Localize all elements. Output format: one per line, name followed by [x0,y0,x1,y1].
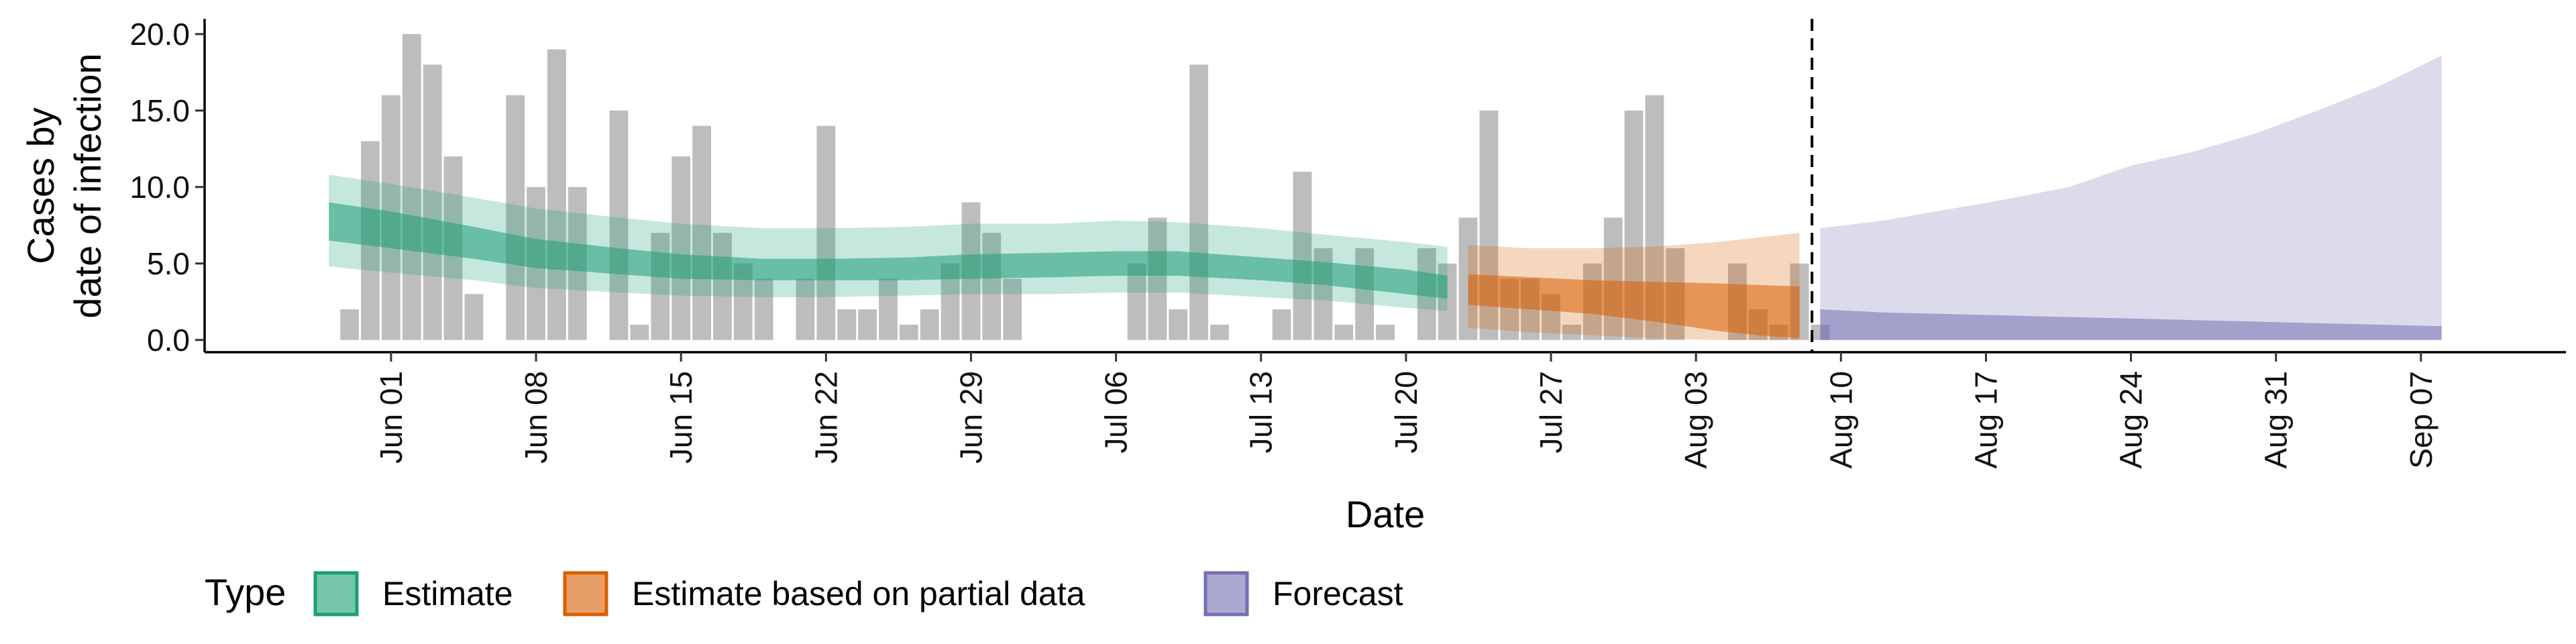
x-tick-label: Jun 08 [519,371,553,464]
reported-case-bar [402,34,421,340]
reported-case-bar [464,294,484,340]
x-tick-label: Jun 01 [374,371,409,464]
reported-case-bar [423,64,442,340]
forecast-90-band [1820,55,2442,340]
x-tick-label: Jun 29 [954,371,989,464]
x-axis-title: Date [1346,493,1425,535]
reported-case-bar [899,325,918,340]
reported-case-bar [1376,325,1395,340]
legend-label: Estimate [382,575,513,612]
reported-case-bar [858,309,877,340]
estimate-50-band [329,202,1448,299]
reported-case-bar [1293,172,1312,340]
legend-swatch [1203,571,1249,616]
reported-case-bar [651,233,670,340]
x-tick-label: Aug 10 [1823,371,1858,469]
x-tick-label: Jul 20 [1389,371,1424,453]
reported-case-bar [879,278,898,340]
reported-case-bar [692,125,711,340]
reported-case-bar [1272,309,1291,340]
x-tick-label: Jun 15 [663,371,698,464]
y-axis-title-line: Cases by [19,107,62,264]
x-tick-label: Jun 22 [808,371,843,464]
x-tick-label: Jul 13 [1244,371,1279,453]
reported-case-bar [754,278,773,340]
legend-swatch [563,571,608,616]
reported-case-bar [1148,217,1167,340]
y-tick-label: 0.0 [147,323,190,358]
reported-case-bar [672,156,691,340]
reported-case-bar [340,309,359,340]
partial-estimate-50-band [1468,274,1800,339]
reported-case-bar [713,233,732,340]
forecast-50-band [1820,309,2442,340]
estimate-bands [329,55,2442,340]
x-tick-label: Jul 27 [1534,371,1568,453]
reported-case-bar [630,325,649,340]
y-axis-title: Cases by date of infection [19,53,109,318]
reported-case-bar [816,125,836,340]
estimate-90-band [329,174,1448,311]
reported-case-bar [1562,325,1581,340]
reported-case-bar [547,49,566,340]
reported-case-bar [609,110,629,340]
legend-label: Estimate based on partial data [632,575,1085,612]
x-tick-label: Sep 07 [2404,371,2438,469]
x-tick-label: Aug 31 [2259,371,2294,469]
x-tick-label: Aug 17 [1968,371,2003,469]
reported-case-bar [1169,309,1188,340]
y-tick-label: 20.0 [129,17,190,52]
reported-case-bar [1003,278,1022,340]
reported-case-bar [920,309,939,340]
axes: 0.0 5.0 10.0 15.0 20.0 Jun 01 Jun 08 Jun 15 Jun … [19,17,2566,535]
y-axis-title-line: date of infection [66,53,109,318]
legend: Type Estimate Estimate based on partial da… [205,571,1403,616]
reported-case-bar [796,278,815,340]
reported-case-bar [1334,325,1354,340]
x-tick-label: Aug 03 [1678,371,1713,469]
y-tick-label: 10.0 [129,170,190,205]
legend-title: Type [205,571,286,613]
y-tick-label: 5.0 [147,246,190,281]
reported-case-bar [506,95,525,340]
reported-case-bar [837,309,857,340]
reported-case-bar [1603,217,1623,340]
x-tick-label: Aug 24 [2114,371,2149,469]
reported-case-bar [1189,64,1208,340]
legend-swatch [313,571,359,616]
y-tick-label: 15.0 [129,93,190,128]
reported-case-bar [1127,263,1146,340]
reported-case-bar [1355,248,1374,340]
reported-case-bar [1210,325,1229,340]
x-tick-label: Jul 06 [1099,371,1134,453]
reported-case-bar [982,233,1002,340]
legend-label: Forecast [1273,575,1403,612]
